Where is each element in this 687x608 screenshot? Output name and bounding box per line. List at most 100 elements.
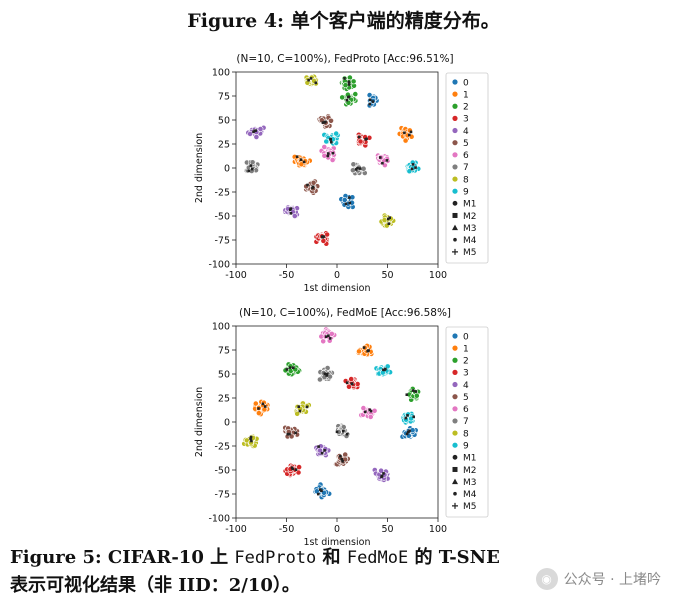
y-tick-label: 25 — [218, 394, 230, 405]
legend-marker-7 — [452, 164, 458, 170]
y-tick-label: 50 — [218, 116, 230, 127]
data-point-marker — [329, 137, 332, 141]
data-point-class-6 — [360, 405, 367, 411]
legend-label-5: 5 — [463, 139, 469, 149]
y-tick-label: 100 — [212, 322, 230, 333]
data-point-marker — [341, 460, 344, 463]
data-point-class-8 — [381, 217, 388, 223]
legend-label-M2: M2 — [463, 212, 477, 222]
data-point-marker — [348, 196, 351, 199]
caption-part3: 的 T-SNE 表示可视化结果（非 IID：2/10）。 — [10, 547, 500, 596]
data-point-marker — [317, 492, 320, 496]
scatter-points — [241, 326, 421, 500]
figure-4-heading: Figure 4: 单个客户端的精度分布。 — [0, 6, 687, 33]
data-point-marker — [292, 366, 295, 369]
data-point-marker — [347, 80, 351, 84]
data-point-marker — [387, 217, 390, 221]
data-point-marker — [405, 393, 409, 396]
legend-marker-M1 — [452, 454, 458, 460]
data-point-marker — [330, 140, 333, 144]
data-point-marker — [320, 451, 324, 455]
x-tick-label: -100 — [225, 524, 247, 535]
data-point-marker — [364, 410, 367, 414]
legend-label-2: 2 — [463, 357, 469, 367]
legend-marker-1 — [452, 345, 458, 351]
data-point-marker — [291, 467, 294, 471]
data-point-class-7 — [350, 161, 357, 168]
legend-marker-M1 — [452, 200, 458, 206]
data-point-marker — [380, 475, 383, 479]
data-point-marker — [305, 405, 309, 409]
data-point-marker — [368, 408, 372, 412]
data-point-class-6 — [367, 414, 374, 420]
legend-marker-M4 — [453, 237, 457, 242]
y-tick-label: -50 — [214, 466, 230, 477]
data-point-marker — [387, 222, 391, 225]
legend-label-6: 6 — [463, 405, 469, 415]
data-point-marker — [371, 100, 375, 103]
legend-label-M1: M1 — [463, 454, 477, 464]
legend-marker-3 — [452, 369, 458, 375]
y-tick-label: 100 — [212, 68, 230, 79]
x-axis-label: 1st dimension — [304, 537, 371, 548]
data-point-marker — [350, 382, 354, 385]
data-point-marker — [318, 488, 322, 491]
legend-label-0: 0 — [463, 332, 469, 342]
legend-marker-1 — [452, 91, 458, 97]
data-point-marker — [344, 202, 348, 206]
y-tick-label: -75 — [214, 236, 230, 247]
y-axis-label: 2nd dimension — [194, 133, 205, 203]
legend-marker-M2 — [452, 212, 458, 218]
data-point-marker — [247, 169, 251, 173]
data-point-marker — [323, 121, 326, 124]
y-tick-label: 75 — [218, 92, 230, 103]
data-point-marker — [297, 405, 300, 408]
data-point-marker — [365, 137, 368, 141]
y-tick-label: 75 — [218, 346, 230, 357]
legend-marker-4 — [452, 381, 458, 388]
x-tick-label: 0 — [334, 270, 340, 281]
data-point-marker — [414, 390, 418, 393]
legend-marker-6 — [452, 406, 458, 412]
data-point-marker — [409, 130, 413, 134]
data-point-marker — [311, 185, 315, 189]
data-point-class-6 — [371, 407, 378, 414]
legend-label-M3: M3 — [463, 478, 477, 488]
data-point-marker — [317, 445, 320, 448]
legend-marker-9 — [452, 188, 458, 194]
data-point-marker — [314, 81, 318, 85]
legend-label-4: 4 — [463, 381, 469, 391]
data-point-class-9 — [333, 130, 340, 137]
data-point-class-3 — [348, 376, 355, 382]
legend-marker-M3 — [452, 224, 458, 231]
data-point-marker — [368, 98, 372, 102]
x-tick-label: 100 — [429, 270, 447, 281]
data-point-marker — [294, 468, 298, 471]
data-point-marker — [339, 454, 342, 458]
data-point-class-7 — [249, 159, 256, 166]
legend-label-3: 3 — [463, 115, 469, 125]
data-point-class-4 — [378, 467, 384, 474]
data-point-class-2 — [352, 91, 359, 97]
x-tick-label: 50 — [381, 524, 393, 535]
data-point-class-1 — [255, 410, 262, 416]
legend-marker-2 — [452, 103, 458, 109]
legend-label-3: 3 — [463, 369, 469, 379]
data-point-marker — [249, 437, 252, 441]
figure-4-label: Figure 4: — [187, 10, 285, 32]
data-point-class-6 — [329, 157, 336, 163]
data-point-marker — [326, 154, 330, 158]
x-tick-label: -50 — [279, 270, 295, 281]
data-point-class-2 — [413, 392, 420, 399]
data-point-marker — [289, 207, 293, 210]
data-point-marker — [309, 77, 313, 80]
data-point-marker — [345, 432, 349, 436]
data-point-marker — [263, 405, 267, 408]
data-point-marker — [321, 236, 325, 239]
data-point-class-4 — [317, 447, 323, 454]
data-point-class-4 — [247, 131, 253, 137]
data-point-marker — [382, 472, 385, 475]
data-point-marker — [343, 77, 346, 80]
data-point-class-4 — [291, 213, 298, 219]
data-point-marker — [331, 151, 335, 155]
